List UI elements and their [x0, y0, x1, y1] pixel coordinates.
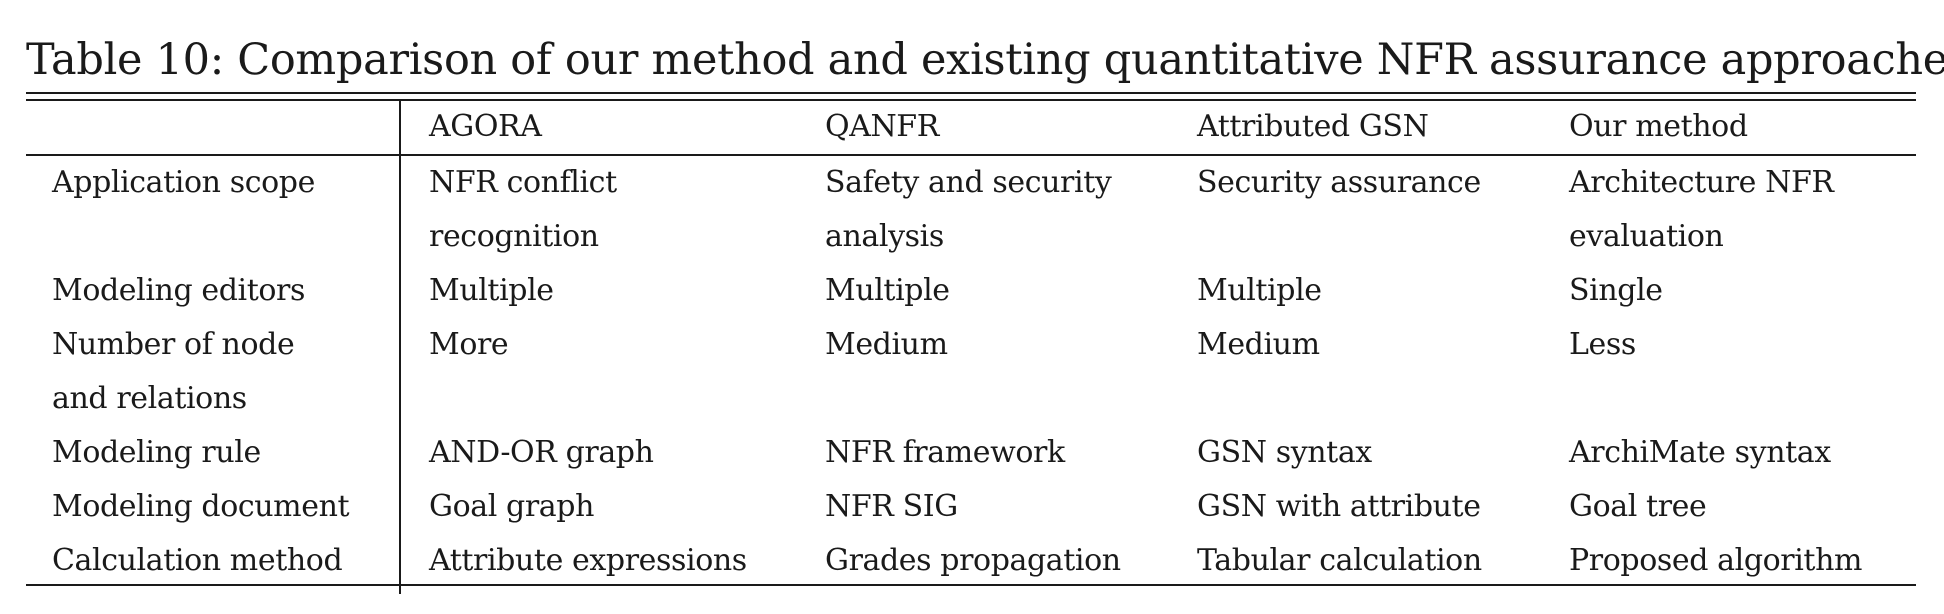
table-cell: Proposed algorithm	[1569, 543, 1863, 578]
table-cell: Medium	[1197, 327, 1320, 362]
table-cell: AND-OR graph	[399, 426, 799, 480]
table-cell: NFR framework	[825, 435, 1065, 470]
table-row: Calculation method Attribute expressions…	[26, 534, 1916, 594]
table-cell: NFR conflict recognition	[399, 154, 799, 264]
top-double-rule-upper	[26, 92, 1916, 94]
table-cell: Goal graph	[399, 480, 799, 534]
top-double-rule-lower	[26, 99, 1916, 101]
table-cell: Multiple	[1197, 273, 1322, 308]
table-cell: Medium	[825, 327, 948, 362]
table-row: Application scope NFR conflict recognitio…	[26, 154, 1916, 264]
row-label: Number of node and relations	[52, 327, 295, 416]
table-row: Number of node and relations More Medium …	[26, 318, 1916, 426]
table-cell: Grades propagation	[825, 543, 1121, 578]
table-cell: Less	[1569, 327, 1636, 362]
row-label: Modeling document	[52, 489, 350, 524]
row-label: Modeling rule	[52, 435, 261, 470]
table-bottom-rule	[26, 584, 1916, 586]
header-cell-qanfr: QANFR	[825, 109, 939, 144]
table-row: Modeling editors Multiple Multiple Multi…	[26, 264, 1916, 318]
table-cell: NFR SIG	[825, 489, 958, 524]
table-header-row: AGORA QANFR Attributed GSN Our method	[26, 100, 1916, 154]
row-label: Modeling editors	[52, 273, 305, 308]
table-cell: Single	[1569, 273, 1663, 308]
table-cell: Safety and security analysis	[825, 165, 1112, 254]
row-label: Application scope	[52, 165, 315, 200]
header-cell-our-method: Our method	[1569, 109, 1748, 144]
table-cell: GSN syntax	[1197, 435, 1372, 470]
table-cell: GSN with attribute	[1197, 489, 1481, 524]
header-bottom-rule	[26, 154, 1916, 156]
table-cell: Tabular calculation	[1197, 543, 1482, 578]
header-cell-empty	[26, 100, 400, 154]
header-cell-attributed-gsn: Attributed GSN	[1197, 109, 1429, 144]
table-cell: Multiple	[825, 273, 950, 308]
comparison-table: AGORA QANFR Attributed GSN Our method Ap…	[26, 100, 1916, 594]
header-cell-agora: AGORA	[399, 100, 799, 154]
table-cell: More	[399, 318, 799, 426]
table-cell: Architecture NFR evaluation	[1569, 165, 1834, 254]
row-label: Calculation method	[52, 543, 343, 578]
table-caption: Table 10: Comparison of our method and e…	[26, 35, 1944, 85]
table-cell: ArchiMate syntax	[1569, 435, 1831, 470]
table-row: Modeling document Goal graph NFR SIG GSN…	[26, 480, 1916, 534]
table-row: Modeling rule AND-OR graph NFR framework…	[26, 426, 1916, 480]
table-cell: Security assurance	[1197, 165, 1481, 200]
table-cell: Multiple	[399, 264, 799, 318]
table-cell: Goal tree	[1569, 489, 1707, 524]
